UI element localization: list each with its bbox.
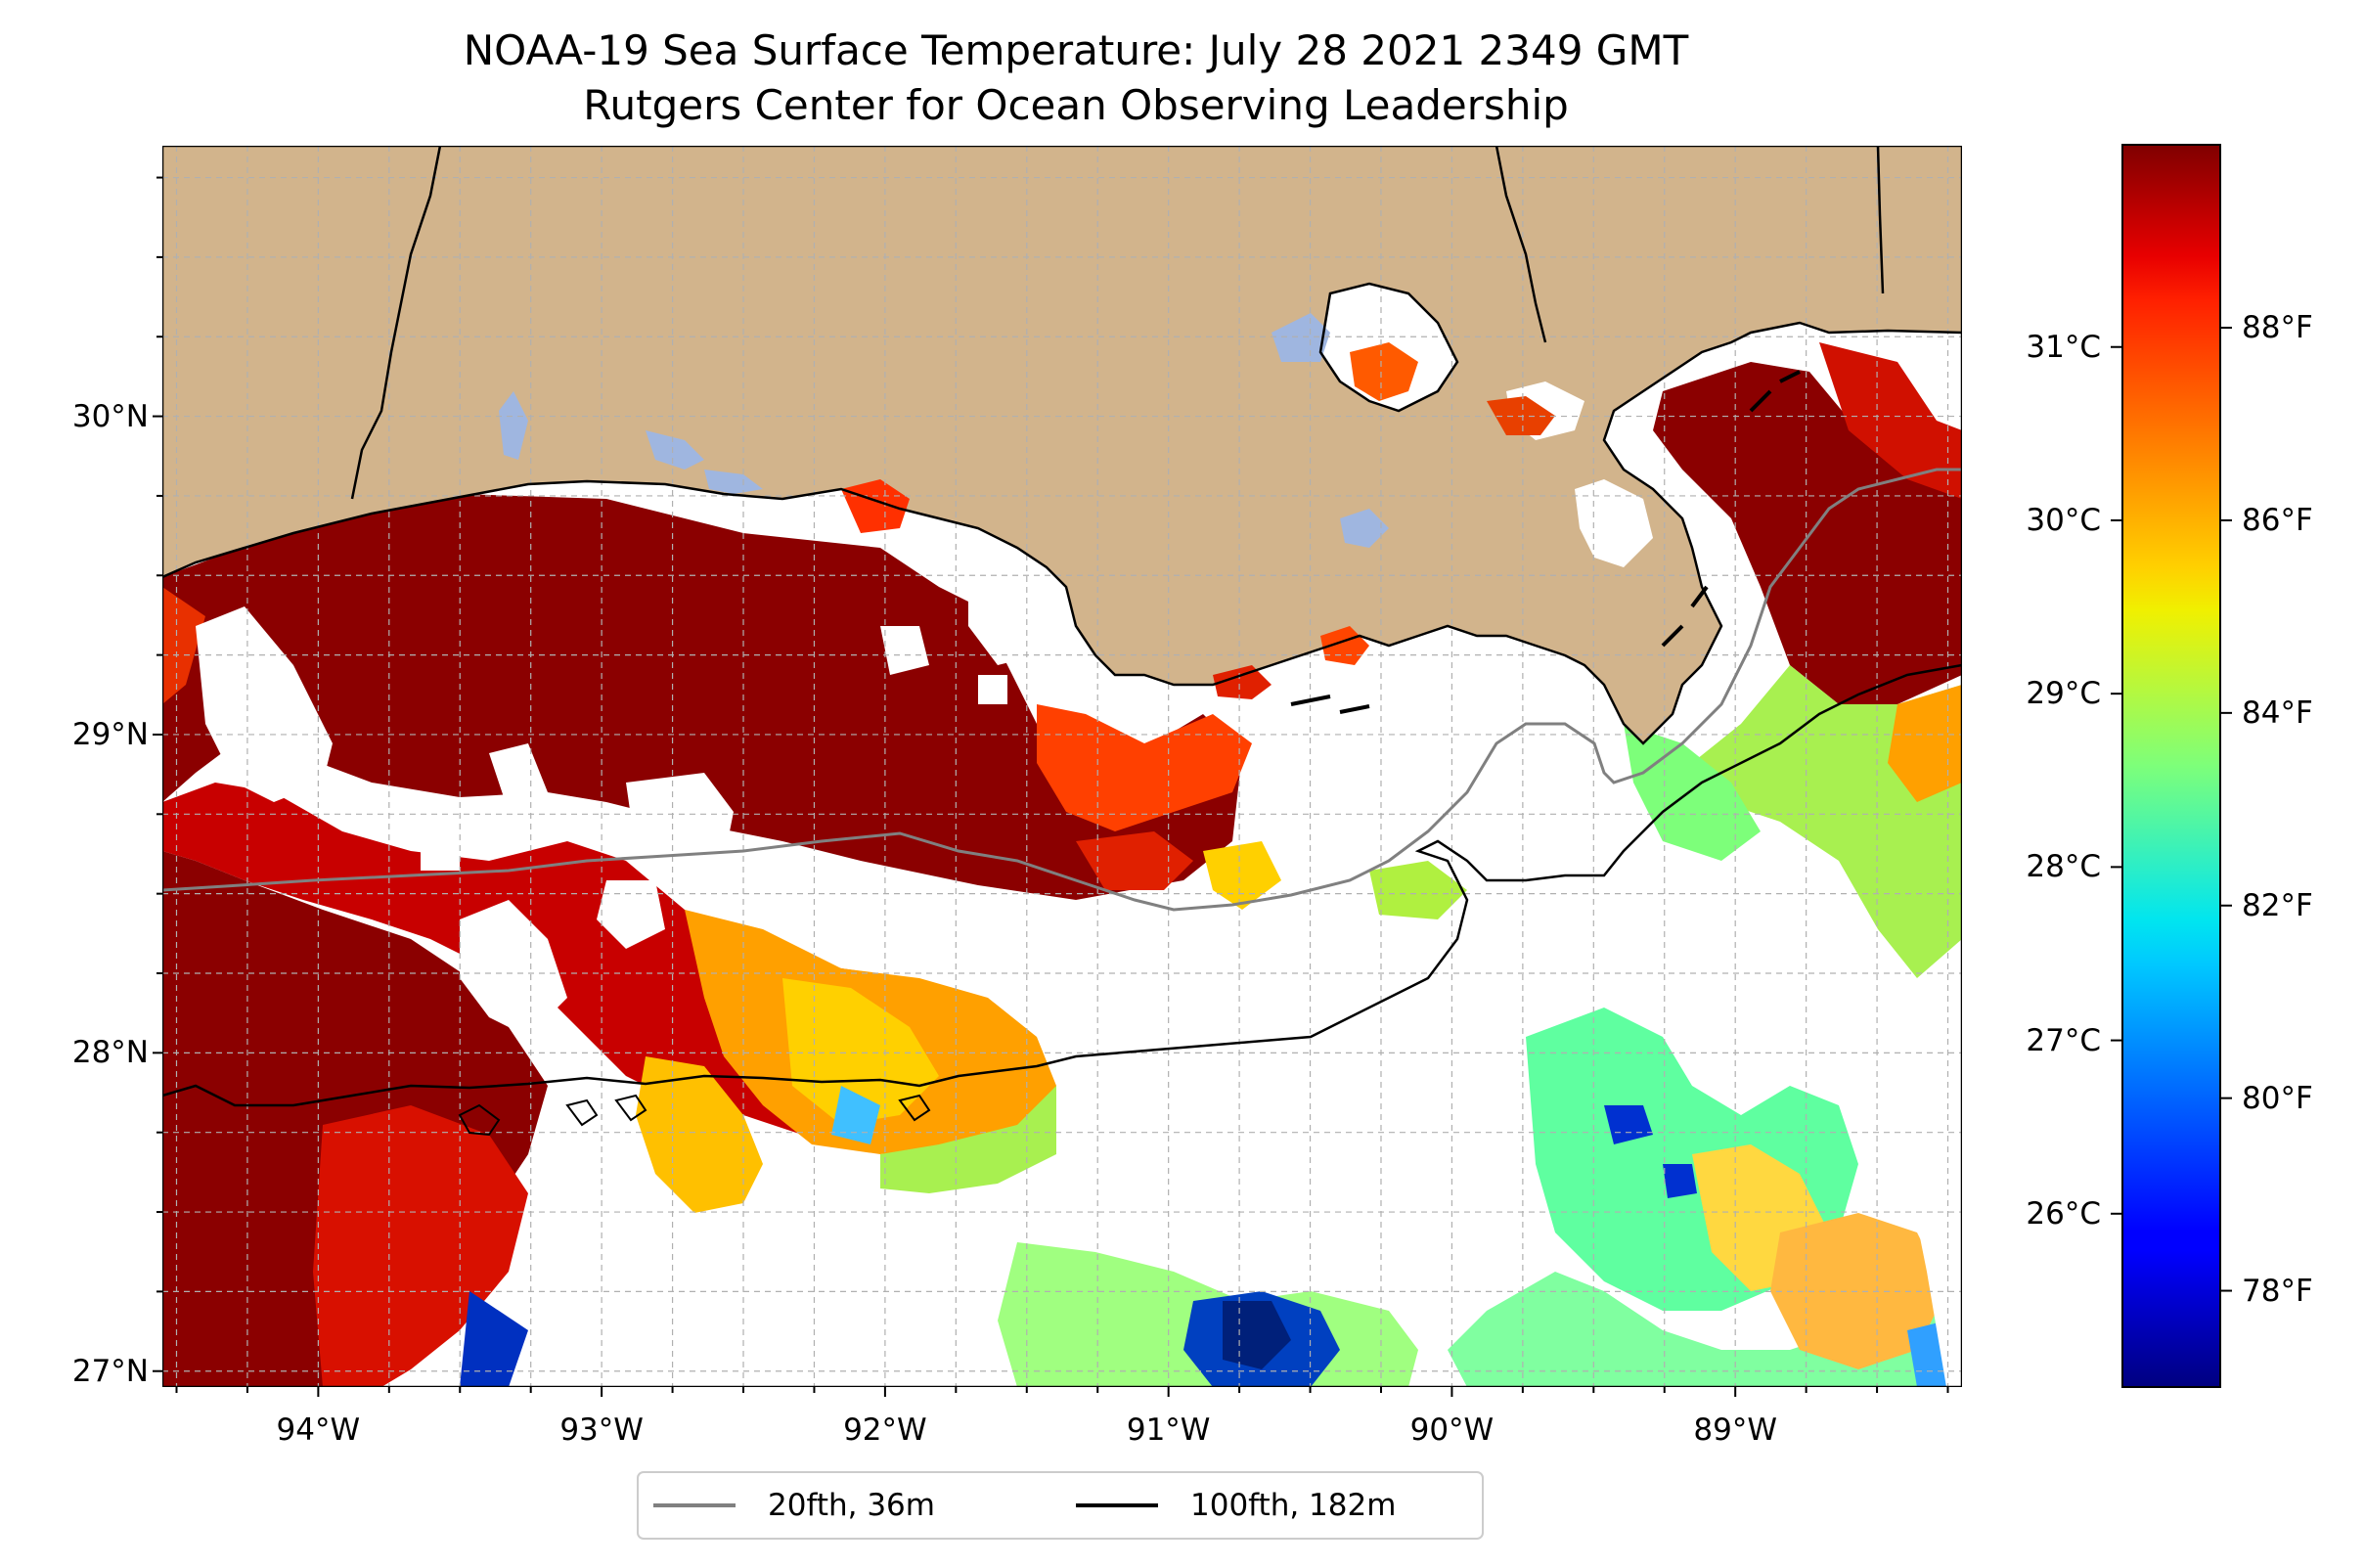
- sst-warm-plume-west: [162, 494, 1242, 1387]
- colorbar-gradient: [2121, 144, 2221, 1388]
- colorbar-celsius-label: 26°C: [2026, 1195, 2101, 1232]
- colorbar-fahrenheit-label: 82°F: [2242, 887, 2313, 923]
- sst-map: [162, 146, 1962, 1387]
- coastline: [162, 321, 1962, 745]
- sst-cool-patches-southeast: [998, 1008, 1962, 1387]
- longitude-tick-label: 93°W: [559, 1412, 644, 1448]
- colorbar-celsius-label: 31°C: [2026, 329, 2101, 365]
- colorbar-fahrenheit-label: 88°F: [2242, 310, 2313, 346]
- colorbar-fahrenheit-label: 84°F: [2242, 694, 2313, 731]
- colorbar-celsius-label: 30°C: [2026, 502, 2101, 538]
- colorbar-fahrenheit-label: 86°F: [2242, 502, 2313, 538]
- map-subtitle: Rutgers Center for Ocean Observing Leade…: [583, 81, 1569, 129]
- land: [162, 146, 1962, 743]
- legend-label-20fth: 20fth, 36m: [768, 1488, 935, 1523]
- longitude-tick-label: 89°W: [1693, 1412, 1777, 1448]
- longitude-tick-label: 94°W: [276, 1412, 361, 1448]
- isobath-100fth: [162, 663, 1962, 1107]
- flower-garden-banks: [458, 1094, 931, 1137]
- colorbar-celsius-label: 27°C: [2026, 1022, 2101, 1058]
- colorbar-fahrenheit-label: 80°F: [2242, 1080, 2313, 1116]
- longitude-tick-label: 92°W: [843, 1412, 927, 1448]
- cloud-gaps: [196, 558, 1962, 1387]
- map-title: NOAA-19 Sea Surface Temperature: July 28…: [463, 26, 1689, 74]
- latitude-tick-label: 30°N: [71, 398, 149, 434]
- river-sabine: [350, 146, 442, 500]
- latitude-tick-label: 27°N: [71, 1353, 149, 1389]
- colorbar-fahrenheit-label: 78°F: [2242, 1273, 2313, 1309]
- colorbar: [2111, 144, 2232, 1388]
- barrier-islands: [1290, 370, 1801, 714]
- latitude-tick-label: 28°N: [71, 1035, 149, 1071]
- colorbar-celsius-label: 29°C: [2026, 676, 2101, 712]
- longitude-tick-label: 90°W: [1409, 1412, 1495, 1448]
- legend-frame: [637, 1471, 1484, 1540]
- latitude-tick-label: 29°N: [71, 716, 149, 752]
- state-boundary: [1495, 146, 1547, 343]
- isobath-20fth: [162, 468, 1962, 912]
- gridlines: [162, 146, 1962, 1387]
- sst-warm-plume-east: [1624, 342, 1962, 978]
- legend-label-100fth: 100fth, 182m: [1190, 1488, 1397, 1523]
- lake-outline: [1318, 282, 1459, 413]
- map-ticks: [153, 176, 1949, 1397]
- state-boundary-east: [1876, 146, 1885, 294]
- colorbar-ticks: [2111, 327, 2232, 1292]
- longitude-tick-label: 91°W: [1126, 1412, 1211, 1448]
- isobath-legend: [637, 1471, 1484, 1540]
- colorbar-celsius-label: 28°C: [2026, 849, 2101, 885]
- sst-center-transition: [636, 704, 1467, 1213]
